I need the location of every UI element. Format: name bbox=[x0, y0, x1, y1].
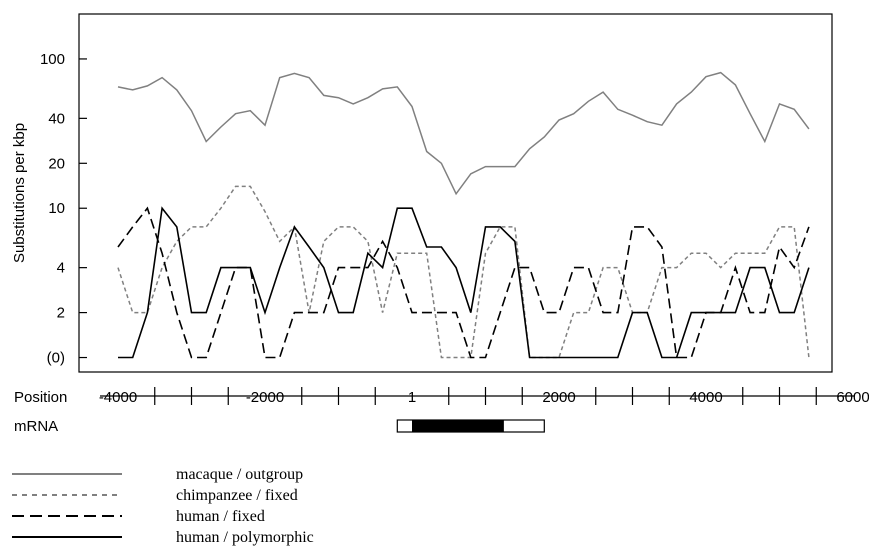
y-tick-label: 2 bbox=[57, 305, 65, 322]
plot-frame bbox=[78, 13, 833, 373]
x-tick-label: 1 bbox=[408, 389, 416, 406]
legend-label: chimpanzee / fixed bbox=[176, 487, 298, 504]
x-tick-label: -4000 bbox=[99, 389, 137, 406]
series-line-3 bbox=[118, 206, 810, 359]
y-tick-label: 20 bbox=[48, 155, 65, 172]
legend-label: human / fixed bbox=[176, 508, 265, 525]
x-tick-label: 6000 bbox=[836, 389, 869, 406]
series-line-1 bbox=[117, 185, 810, 359]
series-line-0 bbox=[117, 71, 810, 196]
x-axis-position-label: Position bbox=[14, 389, 67, 406]
y-tick-label: 40 bbox=[48, 110, 65, 127]
legend-label: macaque / outgroup bbox=[176, 466, 303, 483]
mrna-label: mRNA bbox=[14, 418, 58, 435]
y-tick-label: 100 bbox=[40, 51, 65, 68]
y-tick-label: 10 bbox=[48, 200, 65, 217]
mrna-coding-region bbox=[412, 420, 504, 432]
y-axis-label: Substitutions per kbp bbox=[11, 123, 28, 263]
legend-label: human / polymorphic bbox=[176, 529, 314, 546]
x-tick-label: -2000 bbox=[246, 389, 284, 406]
series-line-2 bbox=[117, 206, 810, 359]
x-tick-label: 2000 bbox=[542, 389, 575, 406]
y-tick-label: (0) bbox=[47, 350, 65, 367]
x-tick-label: 4000 bbox=[689, 389, 722, 406]
y-tick-label: 4 bbox=[57, 260, 65, 277]
